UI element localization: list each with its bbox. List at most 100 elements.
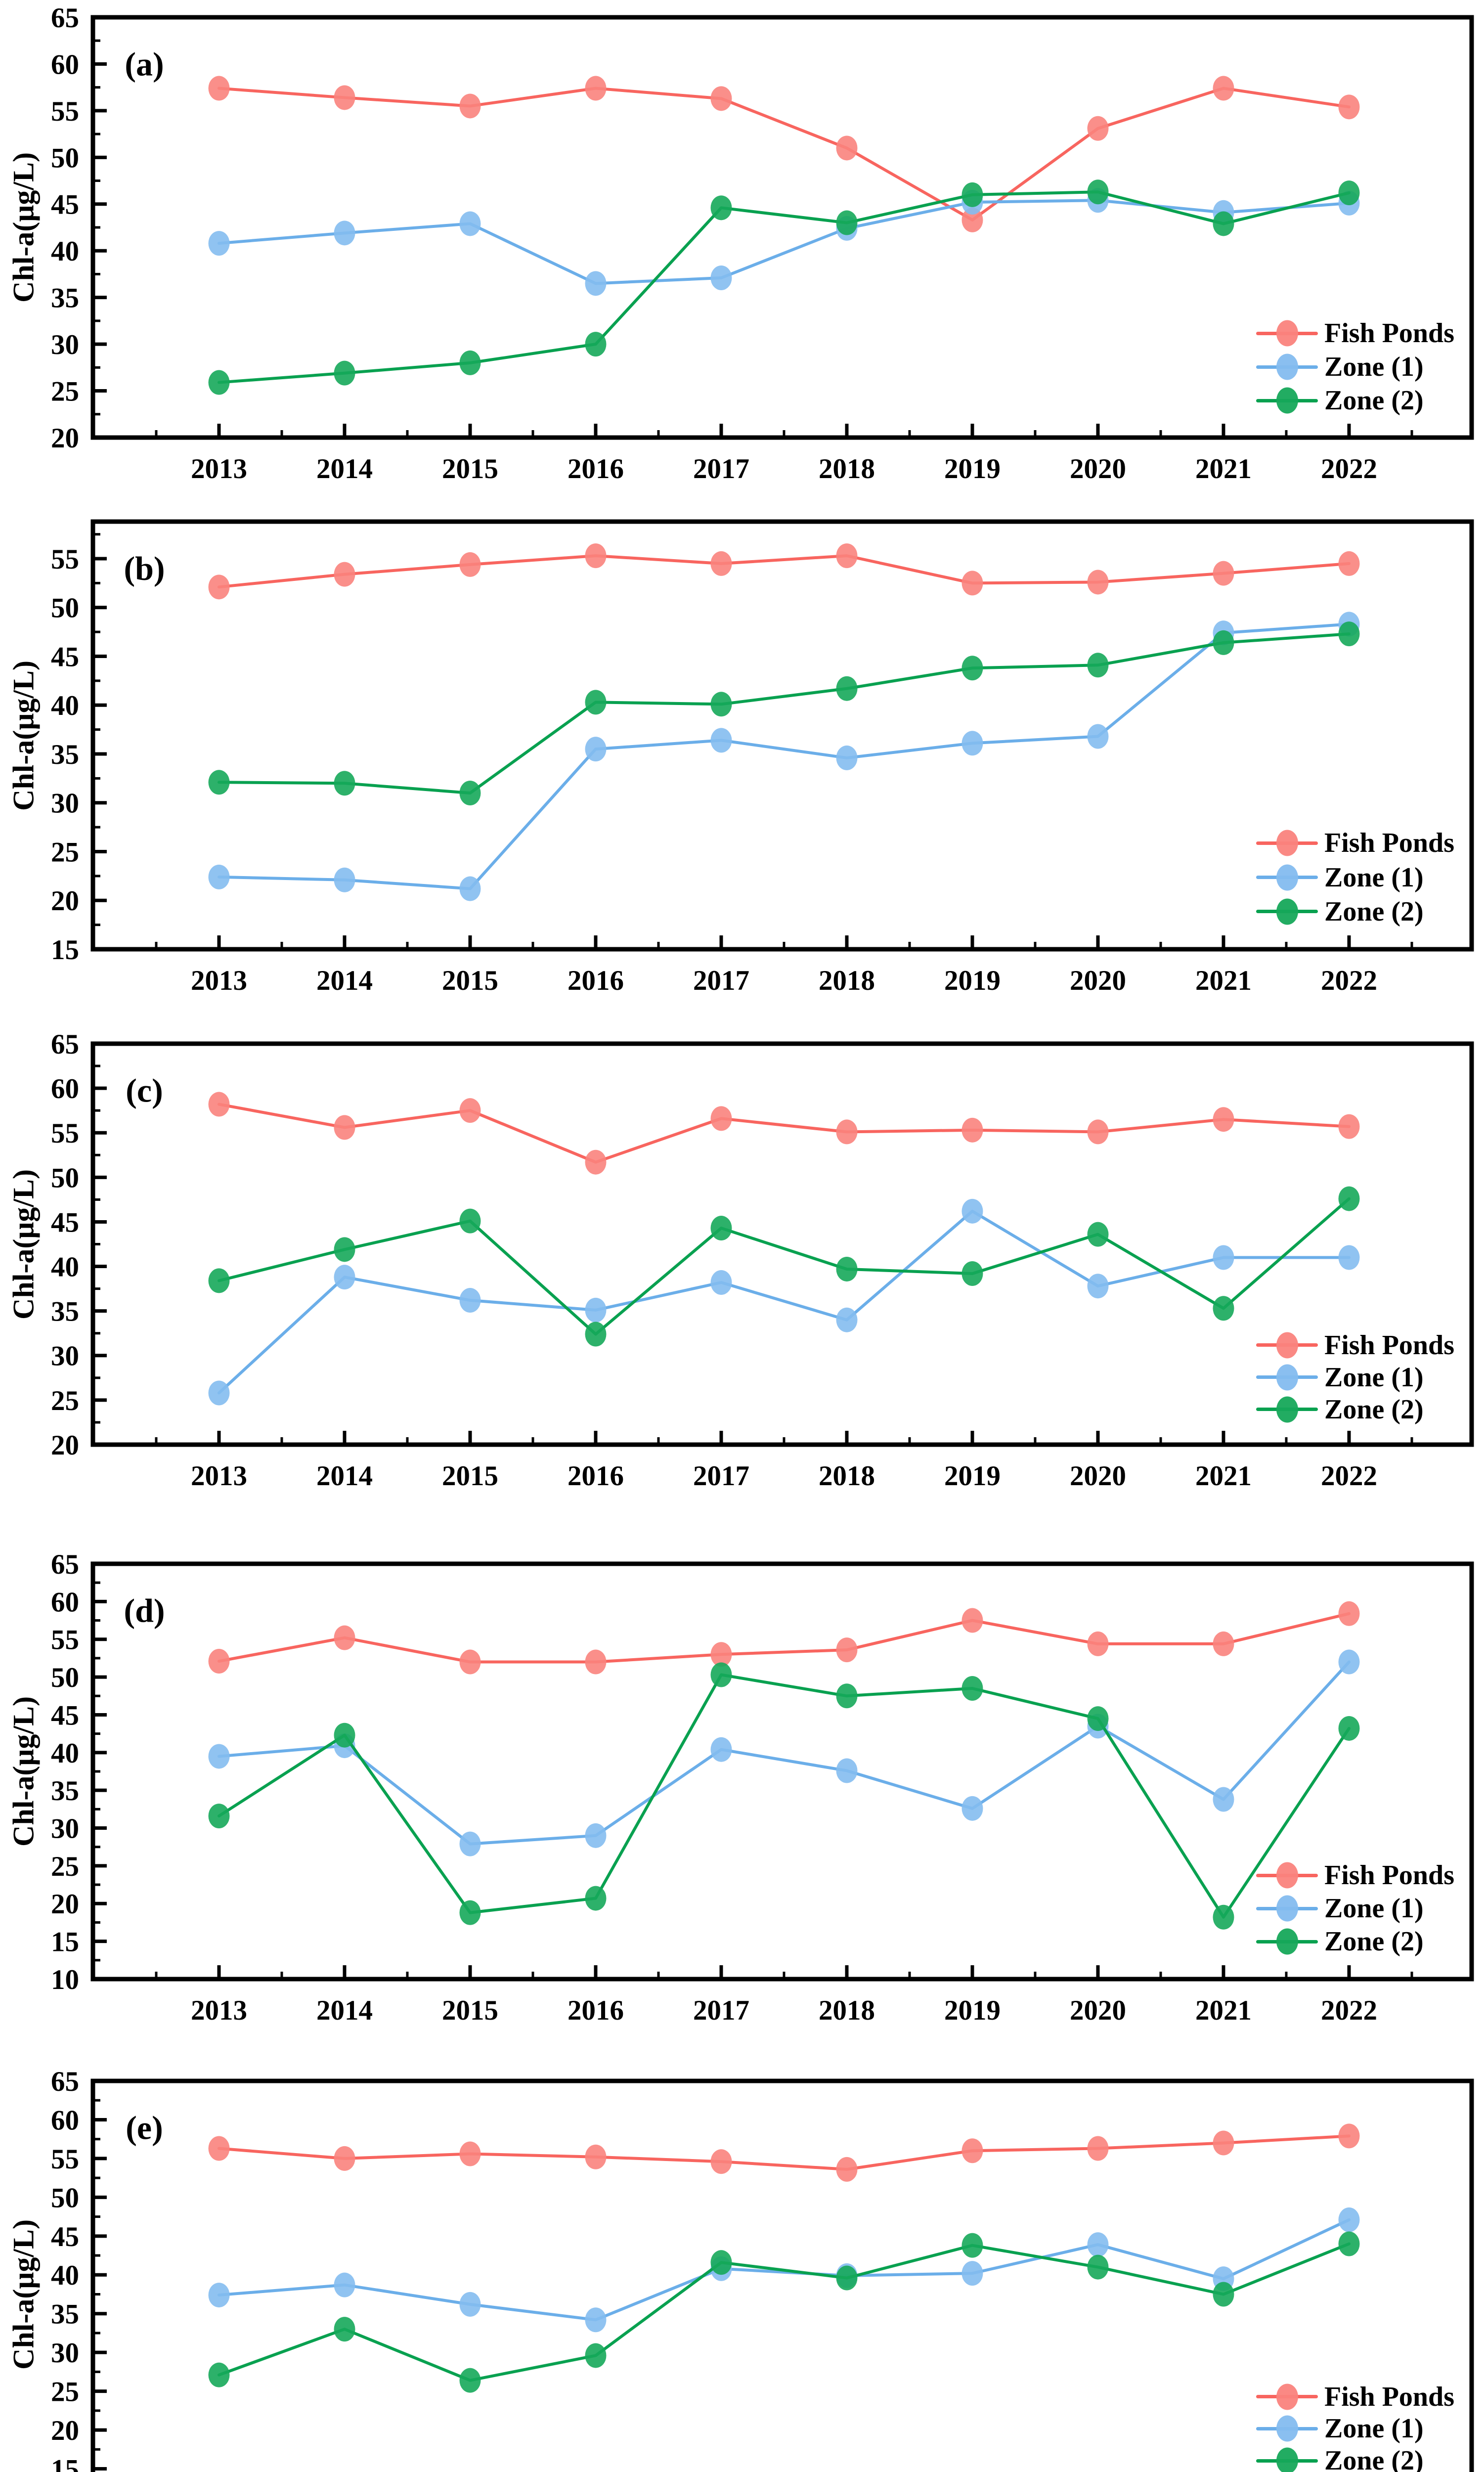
data-point-zone-2 xyxy=(1213,1296,1234,1321)
legend-line-zone-1 xyxy=(1256,2415,1318,2442)
y-tick-label: 45 xyxy=(51,1207,79,1238)
data-point-zone-2 xyxy=(710,1216,732,1241)
legend-label: Zone (1) xyxy=(1324,1362,1424,1393)
data-point-zone-2 xyxy=(836,1683,858,1709)
data-point-fish-ponds xyxy=(208,76,230,101)
legend-line-fish-ponds xyxy=(1256,2384,1318,2410)
y-tick-label: 60 xyxy=(51,2105,79,2136)
legend-item-zone-1: Zone (1) xyxy=(1256,861,1424,894)
data-point-zone-1 xyxy=(334,221,355,246)
y-tick-label: 40 xyxy=(51,1252,79,1283)
legend-item-zone-2: Zone (2) xyxy=(1256,2444,1424,2472)
data-point-zone-2 xyxy=(1087,1222,1109,1247)
data-point-zone-1 xyxy=(208,1744,230,1769)
data-point-fish-ponds xyxy=(208,1092,230,1117)
y-tick-label: 50 xyxy=(51,2182,79,2213)
data-point-zone-1 xyxy=(1087,2232,1109,2257)
data-point-zone-2 xyxy=(585,1322,607,1347)
y-tick-label: 55 xyxy=(51,1625,79,1656)
y-tick-label: 20 xyxy=(51,423,79,454)
legend-line-zone-2 xyxy=(1256,387,1318,414)
data-point-fish-ponds xyxy=(208,574,230,600)
y-tick-label: 15 xyxy=(51,2454,79,2472)
y-tick-label: 60 xyxy=(51,1587,79,1618)
panel-e: 1015202530354045505560652013201420152016… xyxy=(0,2044,1484,2472)
legend-label: Zone (2) xyxy=(1324,2445,1424,2472)
data-point-zone-2 xyxy=(459,1900,481,1925)
data-point-zone-1 xyxy=(836,1758,858,1783)
data-point-zone-2 xyxy=(334,1237,355,1262)
y-tick-label: 20 xyxy=(51,1889,79,1920)
legend-item-zone-2: Zone (2) xyxy=(1256,1925,1424,1958)
legend-marker-zone-2-icon xyxy=(1276,1928,1298,1955)
x-tick-label: 2021 xyxy=(1195,453,1252,485)
y-tick-label: 50 xyxy=(51,142,79,174)
series-line-fish-ponds xyxy=(218,1103,1351,1164)
series-fish-ponds xyxy=(208,543,1360,600)
data-point-zone-2 xyxy=(208,1268,230,1293)
data-point-fish-ponds xyxy=(1213,561,1234,586)
y-tick-label: 30 xyxy=(51,2338,79,2369)
data-point-fish-ponds xyxy=(585,2144,607,2169)
data-point-zone-1 xyxy=(1338,1649,1360,1675)
data-point-zone-1 xyxy=(585,1297,607,1323)
legend-line-fish-ponds xyxy=(1256,830,1318,856)
data-point-zone-2 xyxy=(836,2265,858,2291)
x-tick-label: 2021 xyxy=(1195,965,1252,996)
y-tick-label: 40 xyxy=(51,236,79,267)
data-point-zone-1 xyxy=(208,2283,230,2308)
legend-line-zone-2 xyxy=(1256,898,1318,925)
data-point-fish-ponds xyxy=(585,76,607,101)
data-point-zone-1 xyxy=(459,2292,481,2317)
data-point-zone-2 xyxy=(836,210,858,235)
series-line-zone-1 xyxy=(218,2218,1351,2322)
data-point-fish-ponds xyxy=(585,1649,607,1675)
data-point-zone-1 xyxy=(1338,2207,1360,2232)
legend-label: Fish Ponds xyxy=(1324,318,1454,349)
series-line-zone-1 xyxy=(218,1660,1351,1846)
y-tick-label: 65 xyxy=(51,2,79,34)
data-point-fish-ponds xyxy=(1087,2136,1109,2161)
data-point-zone-2 xyxy=(1338,1716,1360,1741)
data-point-zone-1 xyxy=(710,265,732,290)
y-axis-title: Chl-a(μg/L) xyxy=(7,1169,40,1320)
data-point-fish-ponds xyxy=(334,562,355,587)
data-point-fish-ponds xyxy=(710,2149,732,2174)
chart-canvas-b: 15 20 25 30 35 40 45 50 55 2013 2014 2015 2016 2017 20… xyxy=(51,519,1474,996)
y-tick-label: 40 xyxy=(51,690,79,721)
data-point-fish-ponds xyxy=(961,207,983,232)
legend-marker-zone-1-icon xyxy=(1276,1364,1298,1391)
series-zone-1 xyxy=(208,188,1360,296)
y-tick-label: 55 xyxy=(51,544,79,575)
data-point-zone-1 xyxy=(334,2272,355,2297)
y-tick-label: 50 xyxy=(51,1662,79,1693)
series-fish-ponds xyxy=(208,1092,1360,1175)
data-point-zone-2 xyxy=(334,771,355,796)
series-line-zone-1 xyxy=(218,622,1351,890)
data-point-zone-1 xyxy=(459,1831,481,1856)
data-point-fish-ponds xyxy=(1213,1107,1234,1132)
x-tick-label: 2019 xyxy=(944,1460,1001,1492)
legend-label: Zone (1) xyxy=(1324,2413,1424,2444)
legend-item-zone-1: Zone (1) xyxy=(1256,350,1424,384)
data-point-zone-1 xyxy=(961,1796,983,1821)
series-zone-1 xyxy=(208,1649,1360,1856)
legend-label: Zone (2) xyxy=(1324,896,1424,927)
series-zone-2 xyxy=(208,1186,1360,1347)
data-point-zone-2 xyxy=(961,656,983,681)
data-point-fish-ponds xyxy=(836,543,858,569)
x-tick-label: 2016 xyxy=(567,1460,624,1492)
y-tick-label: 45 xyxy=(51,189,79,221)
x-tick-label: 2016 xyxy=(567,965,624,996)
data-point-fish-ponds xyxy=(961,1117,983,1143)
x-tick-label: 2017 xyxy=(693,1995,749,2026)
data-point-fish-ponds xyxy=(836,1637,858,1663)
data-point-fish-ponds xyxy=(459,2141,481,2166)
y-tick-label: 55 xyxy=(51,1118,79,1149)
legend-label: Fish Ponds xyxy=(1324,1860,1454,1891)
data-point-zone-1 xyxy=(1087,724,1109,749)
x-tick-label: 2016 xyxy=(567,453,624,485)
legend-marker-zone-2-icon xyxy=(1276,387,1298,414)
legend-marker-fish-ponds-icon xyxy=(1276,320,1298,347)
